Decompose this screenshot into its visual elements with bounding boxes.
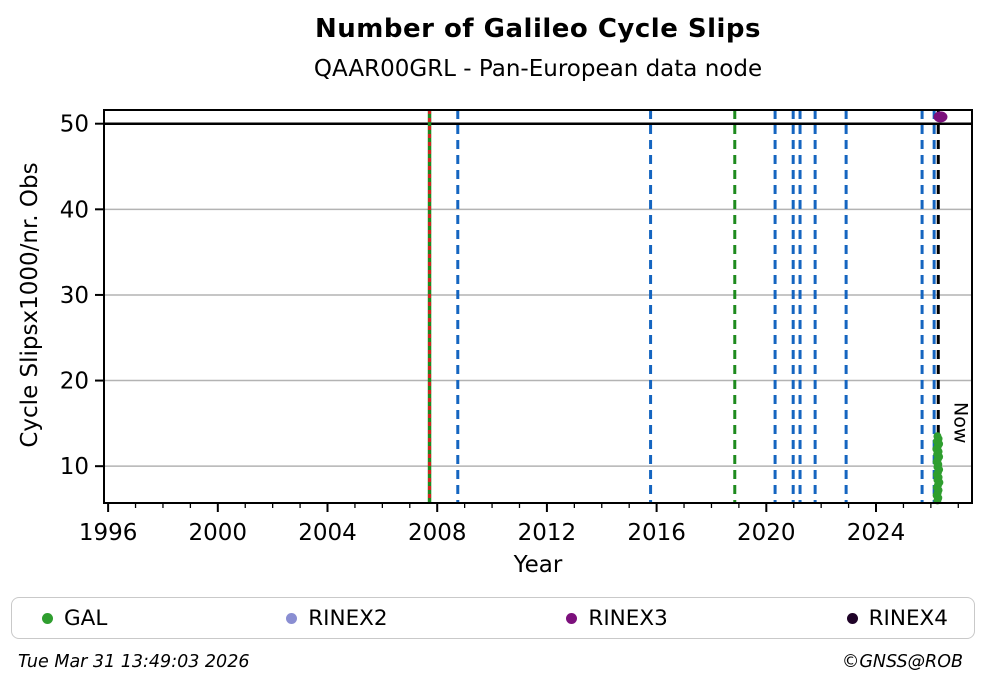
gal-marker-icon — [42, 612, 53, 624]
legend-item-rinex2: RINEX2 — [286, 605, 388, 631]
chart-title: Number of Galileo Cycle Slips — [314, 14, 762, 44]
y-tick-label: 20 — [60, 369, 89, 395]
legend-item-rinex3: RINEX3 — [566, 605, 668, 631]
legend: GAL RINEX2 RINEX3 RINEX4 — [11, 597, 975, 639]
x-tick-label: 2024 — [847, 520, 906, 546]
now-label: Now — [949, 402, 971, 443]
y-tick-label: 50 — [60, 112, 89, 138]
legend-label-rinex4: RINEX4 — [868, 605, 948, 631]
x-axis-label: Year — [513, 552, 563, 578]
rinex2-marker-icon — [286, 612, 298, 624]
rinex3-marker-icon — [566, 612, 578, 624]
x-tick-label: 2000 — [189, 520, 248, 546]
copyright-credit: ©GNSS@ROB — [841, 652, 963, 672]
legend-label-rinex2: RINEX2 — [308, 605, 388, 631]
y-tick-label: 30 — [60, 283, 89, 309]
x-tick-label: 2008 — [408, 520, 467, 546]
rinex4-marker-icon — [846, 612, 858, 624]
x-tick-label: 2020 — [737, 520, 796, 546]
y-axis-label: Cycle Slipsx1000/nr. Obs — [17, 162, 43, 448]
y-tick-label: 40 — [60, 197, 89, 223]
legend-label-rinex3: RINEX3 — [588, 605, 668, 631]
chart-canvas: Now 1996 2000 2004 2008 2012 2016 2020 2024 10 20 3… — [60, 109, 973, 546]
chart-subtitle: QAAR00GRL - Pan-European data node — [313, 56, 763, 82]
x-tick-label: 1996 — [79, 520, 138, 546]
x-tick-label: 2016 — [627, 520, 686, 546]
plot-timestamp: Tue Mar 31 13:49:03 2026 — [18, 652, 250, 672]
x-tick-label: 2004 — [298, 520, 357, 546]
plot-border — [103, 109, 973, 504]
data-point-rinex3 — [933, 111, 948, 123]
y-tick-label: 10 — [60, 454, 89, 480]
legend-label-gal: GAL — [64, 605, 108, 631]
x-tick-label: 2012 — [518, 520, 577, 546]
legend-item-rinex4: RINEX4 — [846, 605, 948, 631]
legend-item-gal: GAL — [42, 606, 107, 631]
